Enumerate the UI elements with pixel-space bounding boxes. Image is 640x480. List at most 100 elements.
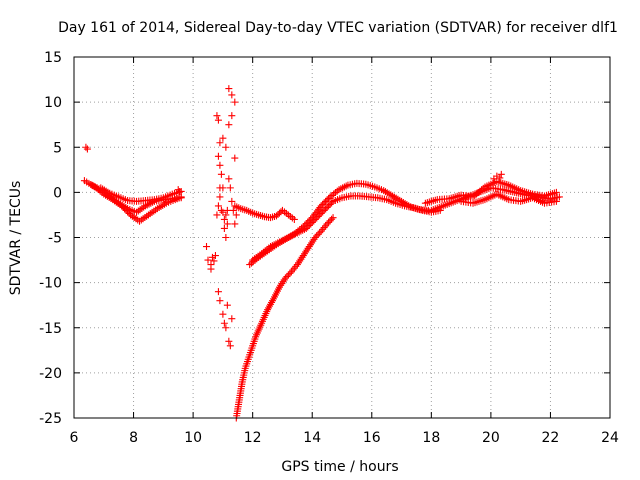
data-point: [231, 154, 239, 162]
data-point: [207, 265, 215, 273]
data-point: [219, 310, 227, 318]
data-point: [177, 194, 185, 202]
data-point: [225, 85, 233, 93]
data-point: [290, 215, 298, 223]
chart-title: Day 161 of 2014, Sidereal Day-to-day VTE…: [58, 20, 618, 36]
data-point: [219, 184, 227, 192]
data-point: [314, 212, 322, 220]
data-point: [222, 324, 230, 332]
data-point: [313, 214, 321, 222]
data-point: [217, 170, 225, 178]
data-point: [210, 257, 218, 265]
data-point: [231, 220, 239, 228]
data-point: [228, 315, 236, 323]
y-tick-label: -15: [39, 321, 62, 337]
y-tick-label: -10: [39, 276, 62, 292]
data-point: [311, 215, 319, 223]
data-point: [176, 187, 184, 195]
data-point: [213, 112, 221, 120]
x-tick-label: 18: [422, 430, 440, 446]
data-point: [284, 271, 292, 279]
data-point: [319, 208, 327, 216]
data-point: [223, 220, 231, 228]
data-point: [316, 211, 324, 219]
y-tick-label: -5: [48, 231, 62, 247]
data-point: [214, 202, 222, 210]
x-tick-label: 6: [70, 430, 79, 446]
data-point: [223, 301, 231, 309]
data-point: [211, 252, 219, 260]
data-point: [320, 206, 328, 214]
data-point: [325, 194, 333, 202]
data-point: [228, 112, 236, 120]
data-point: [497, 170, 505, 178]
data-point: [228, 197, 236, 205]
x-axis-label: GPS time / hours: [281, 459, 398, 475]
data-point: [286, 269, 294, 277]
data-point: [325, 202, 333, 210]
data-point: [226, 342, 234, 350]
data-point: [302, 224, 310, 232]
data-point: [219, 134, 227, 142]
data-point: [316, 229, 324, 237]
data-point: [223, 206, 231, 214]
data-point: [326, 200, 334, 208]
data-point: [313, 232, 321, 240]
data-point: [317, 202, 325, 210]
data-point: [231, 98, 239, 106]
data-point: [204, 256, 212, 264]
y-tick-label: -20: [39, 366, 62, 382]
data-point: [214, 288, 222, 296]
data-point: [216, 161, 224, 169]
data-point: [214, 152, 222, 160]
data-point: [229, 206, 237, 214]
data-point: [216, 297, 224, 305]
y-tick-label: 0: [53, 185, 62, 201]
data-point: [232, 211, 240, 219]
data-point: [226, 184, 234, 192]
data-point: [326, 217, 334, 225]
data-point: [283, 273, 291, 281]
data-point: [328, 215, 336, 223]
data-point: [305, 221, 313, 229]
data-point: [216, 193, 224, 201]
data-point: [314, 230, 322, 238]
data-point: [496, 174, 504, 182]
y-tick-label: 15: [44, 50, 62, 66]
data-point: [328, 199, 336, 207]
data-point: [83, 145, 91, 153]
data-point: [317, 209, 325, 217]
data-point: [222, 211, 230, 219]
data-points: [80, 85, 563, 422]
data-point: [220, 224, 228, 232]
y-tick-label: 5: [53, 140, 62, 156]
data-point: [320, 199, 328, 207]
data-point: [214, 116, 222, 124]
y-axis-label: SDTVAR / TECUs: [8, 181, 24, 296]
data-point: [552, 197, 560, 205]
data-point: [281, 274, 289, 282]
data-point: [555, 193, 563, 201]
x-tick-label: 14: [303, 430, 321, 446]
data-point: [225, 121, 233, 129]
data-point: [307, 220, 315, 228]
y-tick-label: -25: [39, 411, 62, 427]
data-point: [323, 203, 331, 211]
data-point: [310, 217, 318, 225]
x-tick-label: 24: [601, 430, 619, 446]
x-tick-label: 8: [129, 430, 138, 446]
axis-ticks: 6 8 10 12 14 16 18 20 22 24 -25 -20 -15 -10 -5 0 5 10 15: [39, 50, 619, 446]
x-tick-label: 10: [184, 430, 202, 446]
x-tick-label: 22: [542, 430, 560, 446]
data-point: [216, 139, 224, 147]
data-point: [203, 243, 211, 251]
data-point: [82, 143, 90, 151]
data-point: [308, 218, 316, 226]
data-point: [228, 91, 236, 99]
data-point: [311, 234, 319, 241]
data-point: [322, 205, 330, 213]
data-point: [220, 319, 228, 327]
plot-frame: [73, 56, 611, 419]
data-point: [323, 220, 331, 228]
grid: [74, 57, 610, 418]
